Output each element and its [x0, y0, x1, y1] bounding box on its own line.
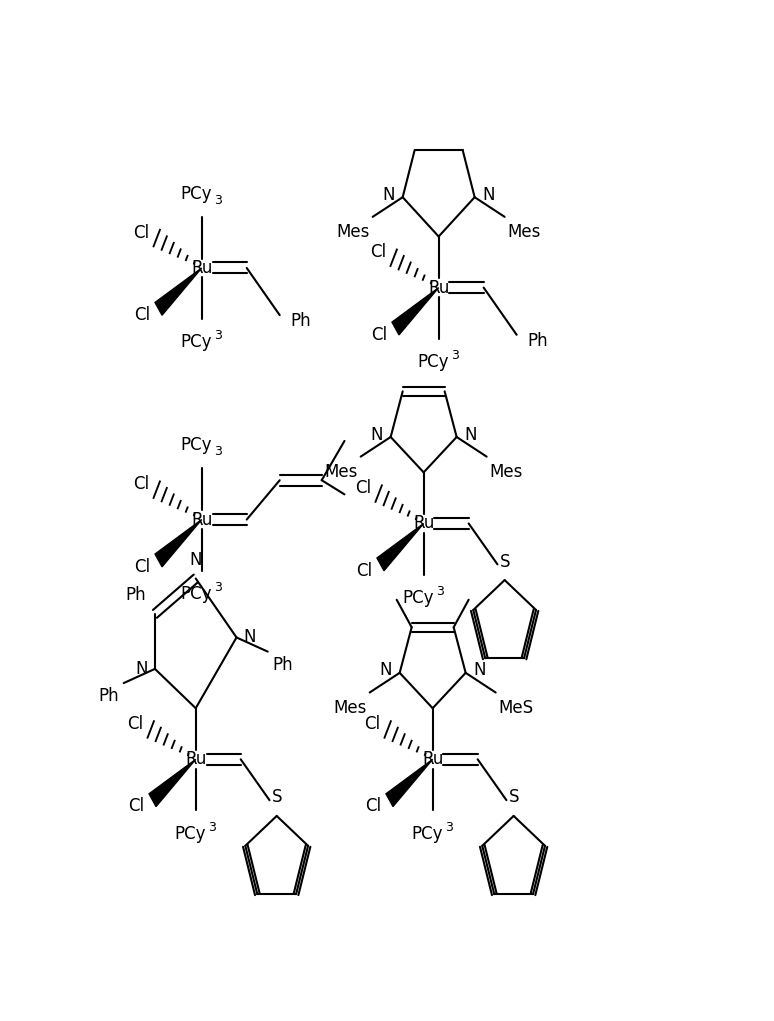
Text: Ru: Ru	[413, 515, 434, 533]
Text: Ph: Ph	[125, 586, 146, 604]
Text: PCy: PCy	[174, 825, 205, 842]
Text: S: S	[499, 552, 510, 571]
Polygon shape	[149, 760, 196, 807]
Text: Cl: Cl	[135, 557, 151, 576]
Text: MeS: MeS	[498, 698, 534, 717]
Text: Cl: Cl	[365, 797, 382, 816]
Polygon shape	[155, 268, 202, 315]
Text: Cl: Cl	[135, 306, 151, 324]
Text: PCy: PCy	[180, 185, 211, 203]
Text: N: N	[371, 426, 383, 444]
Text: Ru: Ru	[191, 259, 212, 277]
Text: PCy: PCy	[180, 585, 211, 602]
Text: Cl: Cl	[128, 797, 145, 816]
Text: N: N	[135, 660, 148, 678]
Text: Mes: Mes	[508, 224, 541, 241]
Text: Ru: Ru	[428, 279, 450, 297]
Text: S: S	[272, 788, 282, 807]
Text: PCy: PCy	[402, 589, 433, 606]
Polygon shape	[377, 524, 423, 571]
Text: Ph: Ph	[290, 312, 311, 331]
Text: PCy: PCy	[411, 825, 443, 842]
Polygon shape	[386, 760, 433, 807]
Text: PCy: PCy	[180, 333, 211, 351]
Text: Ru: Ru	[185, 750, 207, 769]
Text: Mes: Mes	[334, 698, 367, 717]
Text: Mes: Mes	[490, 463, 523, 481]
Text: Ru: Ru	[191, 510, 212, 529]
Text: Mes: Mes	[337, 224, 370, 241]
Text: N: N	[244, 629, 256, 646]
Text: N: N	[190, 551, 202, 569]
Text: Cl: Cl	[127, 715, 143, 733]
Text: Cl: Cl	[364, 715, 380, 733]
Text: N: N	[482, 186, 495, 204]
Text: Ph: Ph	[98, 687, 119, 704]
Text: S: S	[509, 788, 519, 807]
Text: Cl: Cl	[133, 224, 149, 242]
Text: N: N	[474, 662, 486, 680]
Text: 3: 3	[214, 330, 221, 342]
Text: Mes: Mes	[324, 463, 358, 481]
Text: N: N	[382, 186, 395, 204]
Text: Cl: Cl	[372, 326, 388, 344]
Text: N: N	[464, 426, 477, 444]
Text: 3: 3	[207, 821, 216, 833]
Text: Cl: Cl	[133, 475, 149, 493]
Text: PCy: PCy	[417, 353, 448, 371]
Text: Ru: Ru	[422, 750, 444, 769]
Text: 3: 3	[450, 349, 458, 361]
Text: N: N	[379, 662, 392, 680]
Text: Ph: Ph	[272, 655, 293, 674]
Text: Cl: Cl	[354, 479, 371, 497]
Polygon shape	[155, 520, 202, 567]
Text: 3: 3	[214, 194, 221, 206]
Text: Cl: Cl	[370, 243, 386, 261]
Text: Cl: Cl	[357, 562, 373, 580]
Text: PCy: PCy	[180, 436, 211, 454]
Text: 3: 3	[436, 585, 444, 597]
Text: 3: 3	[214, 445, 221, 458]
Text: 3: 3	[445, 821, 453, 833]
Text: 3: 3	[214, 581, 221, 594]
Text: Ph: Ph	[527, 332, 548, 350]
Polygon shape	[392, 288, 439, 335]
